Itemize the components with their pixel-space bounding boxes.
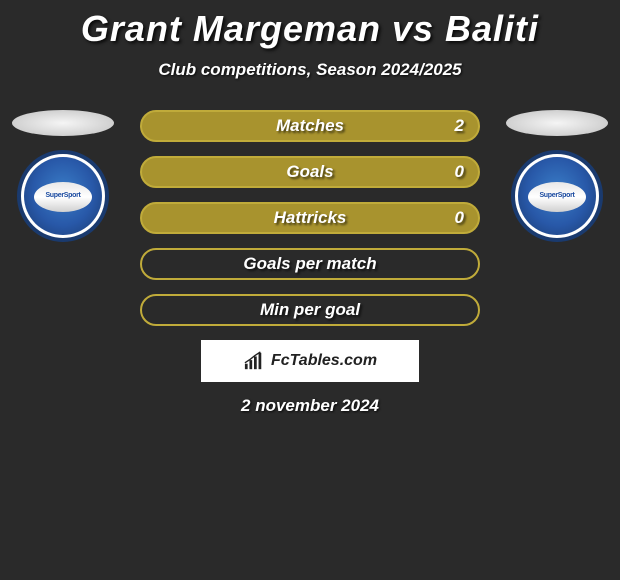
stat-label: Min per goal (260, 300, 360, 320)
player-left-column: SuperSport (8, 110, 118, 242)
player-left-avatar (12, 110, 114, 136)
club-logo-right: SuperSport (511, 150, 603, 242)
attribution-text: FcTables.com (271, 352, 377, 370)
stat-value-right: 0 (455, 208, 464, 228)
stats-area: SuperSport SuperSport Matches2Goals0Hatt… (0, 110, 620, 326)
stat-row: Hattricks 0 (140, 202, 480, 234)
stat-row: Goals 0 (140, 156, 480, 188)
stat-row: Goals per match (140, 248, 480, 280)
player-right-column: SuperSport (502, 110, 612, 242)
comparison-card: Grant Margeman vs Baliti Club competitio… (0, 0, 620, 416)
stat-value-right: 0 (455, 162, 464, 182)
stat-row: Min per goal (140, 294, 480, 326)
stat-value-right: 2 (455, 116, 464, 136)
club-logo-left: SuperSport (17, 150, 109, 242)
stat-label: Matches (276, 116, 344, 136)
player-right-avatar (506, 110, 608, 136)
stat-label: Goals (286, 162, 333, 182)
page-title: Grant Margeman vs Baliti (0, 8, 620, 50)
club-logo-right-text: SuperSport (539, 192, 574, 199)
stat-row: Matches 2 (140, 110, 480, 142)
stat-label: Hattricks (274, 208, 347, 228)
stat-rows: Matches 2 Goals 0 Hattricks 0 Goals per match M… (140, 110, 480, 326)
chart-icon (243, 351, 265, 371)
date-line: 2 november 2024 (0, 396, 620, 416)
attribution-badge: FcTables.com (201, 340, 419, 382)
subtitle: Club competitions, Season 2024/2025 (0, 60, 620, 80)
stat-label: Goals per match (243, 254, 376, 274)
club-logo-left-text: SuperSport (45, 192, 80, 199)
